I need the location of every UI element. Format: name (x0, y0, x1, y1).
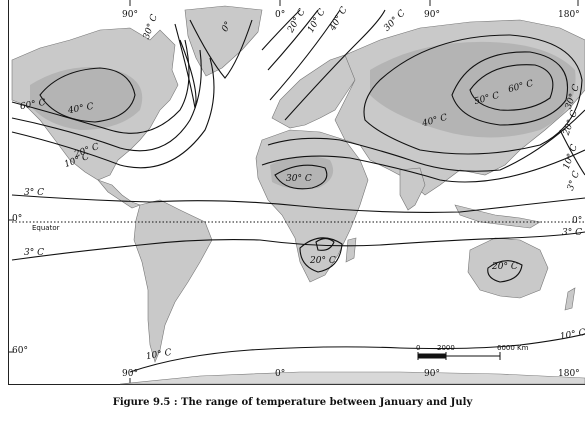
greenland (184, 5, 263, 77)
figure-caption: Figure 9.5 : The range of temperature be… (112, 397, 473, 408)
scale-bar (417, 352, 501, 360)
iso-label-west-3s: 3° C (24, 248, 44, 258)
south-america (133, 199, 213, 363)
scale-label-2000: 2000 (437, 344, 455, 352)
lat-label-60s: 60° (12, 346, 28, 356)
world-map (8, 0, 585, 385)
lat-label-right-equator: 0° (572, 216, 583, 226)
lon-label-bottom-0: 0° (275, 369, 286, 379)
lon-label-top-0: 0° (275, 10, 286, 20)
lon-label-bottom-90w: 90° (122, 369, 138, 379)
iso-label-sahara-30: 30° C (286, 174, 312, 184)
iso-label-africa-20: 20° C (310, 256, 336, 266)
map-frame (8, 0, 585, 385)
iso-label-west-3n: 3° C (24, 188, 44, 198)
scale-label-6000: 6000 Km (497, 344, 529, 352)
high-range-zones (30, 41, 576, 190)
lon-label-top-90w: 90° (122, 10, 138, 20)
india (399, 167, 426, 211)
madagascar (345, 237, 357, 263)
lon-label-top-180: 180° (558, 10, 580, 20)
lon-label-bottom-90e: 90° (424, 369, 440, 379)
lat-label-equator: 0° (12, 214, 23, 224)
indonesia (454, 204, 541, 229)
lon-label-bottom-180: 180° (558, 369, 580, 379)
antarctica (119, 371, 585, 385)
central-america (97, 179, 141, 209)
isotherms (11, 9, 585, 373)
lon-label-top-90e: 90° (424, 10, 440, 20)
scale-label-0: 0 (416, 344, 421, 352)
iso-label-aus-20: 20° C (492, 262, 518, 272)
australia (467, 237, 549, 299)
iso-label-east-3s: 3° C (562, 228, 582, 238)
equator-label: Equator (32, 224, 60, 232)
new-zealand (564, 287, 576, 311)
